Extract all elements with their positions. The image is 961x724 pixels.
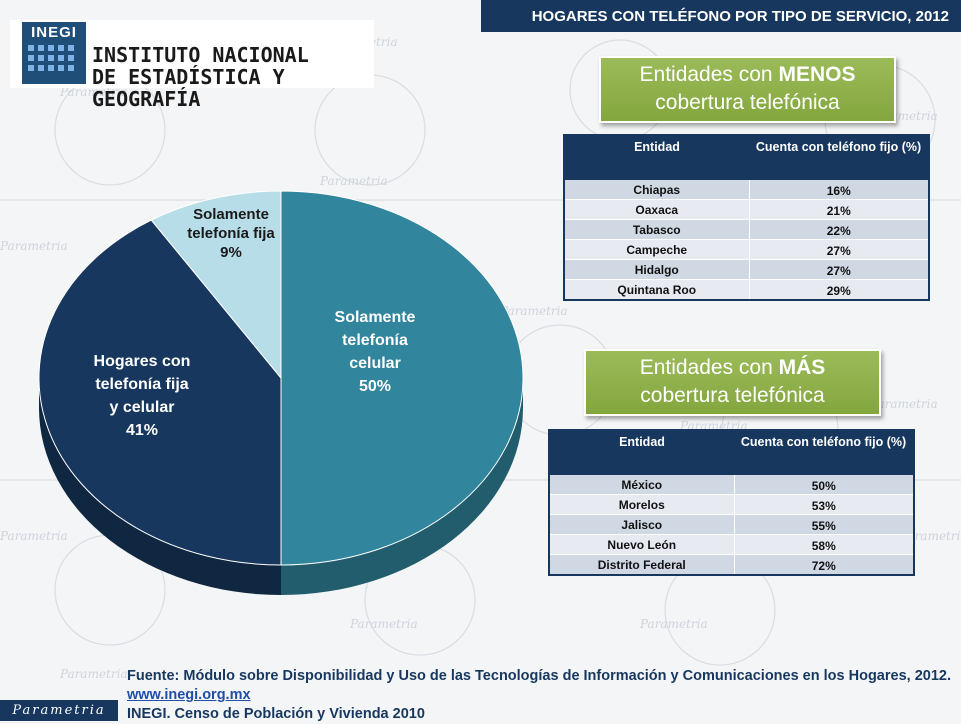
watermark-text: Parametria [0, 239, 68, 253]
mas-table-body: México 50% Morelos 53% Jalisco 55% Nuevo León 5… [549, 475, 914, 576]
cell-entidad: Morelos [549, 494, 734, 515]
logo-name: INSTITUTO NACIONAL DE ESTADÍSTICA Y GEOG… [92, 44, 374, 110]
cell-entidad: México [549, 475, 734, 495]
cell-entidad: Quintana Roo [564, 279, 749, 301]
table-row: Quintana Roo 29% [564, 279, 929, 301]
watermark-text: Parametria [349, 617, 418, 631]
cell-valor: 72% [733, 554, 914, 576]
inegi-logo: INEGI INSTITUTO NACIONAL DE ESTADÍSTICA … [10, 20, 374, 110]
slice-value-label: 9% [220, 244, 242, 261]
cell-entidad: Chiapas [564, 180, 749, 200]
census-text: INEGI. Censo de Población y Vivienda 201… [127, 706, 425, 722]
pie-slice-side [281, 378, 523, 595]
pie-slice-side [39, 378, 281, 595]
inegi-link[interactable]: www.inegi.org.mx [127, 687, 251, 703]
slice-label-celular: Solamente telefonía celular 50% [315, 306, 435, 398]
cell-valor: 53% [733, 494, 914, 515]
cell-valor: 27% [748, 239, 929, 260]
cell-valor: 29% [748, 279, 929, 301]
source-text: Fuente: Módulo sobre Disponibilidad y Us… [127, 668, 951, 684]
slice-label-line: telefonía fija [187, 225, 275, 242]
cell-entidad: Jalisco [549, 514, 734, 535]
cell-valor: 21% [748, 199, 929, 220]
table-row: Jalisco 55% [549, 514, 914, 535]
table-row: Chiapas 16% [564, 180, 929, 200]
menos-title-box: Entidades con MENOS cobertura telefónica [599, 56, 896, 123]
menos-col-valor: Cuenta con teléfono fijo (%) [749, 135, 929, 180]
slice-label-fija: Solamente telefonía fija 9% [181, 205, 281, 262]
pie-slice-1 [38, 219, 282, 566]
logo-mark-text: INEGI [31, 24, 77, 41]
cell-valor: 50% [733, 475, 914, 495]
menos-title-bold: MENOS [778, 63, 856, 86]
slice-label-line: Solamente [193, 206, 269, 223]
cell-valor: 22% [748, 219, 929, 240]
mas-title-box: Entidades con MÁS cobertura telefónica [584, 349, 881, 416]
logo-line-1: INSTITUTO NACIONAL [92, 43, 309, 67]
menos-col-entidad: Entidad [564, 135, 749, 180]
watermark-text: Parametria [499, 304, 568, 318]
watermark-text: Parametria [639, 617, 708, 631]
slice-label-line: y celular [109, 399, 175, 416]
table-row: Hidalgo 27% [564, 259, 929, 280]
table-row: Distrito Federal 72% [549, 554, 914, 576]
mas-title-bold: MÁS [778, 356, 826, 379]
pie-slice-0 [280, 190, 524, 566]
cell-entidad: Oaxaca [564, 199, 749, 220]
watermark-text: Parametria [319, 174, 388, 188]
cell-entidad: Distrito Federal [549, 554, 734, 576]
table-row: Tabasco 22% [564, 219, 929, 240]
cell-valor: 16% [748, 180, 929, 200]
slice-label-line: Solamente [334, 309, 416, 326]
menos-title-line1: Entidades con MENOS [601, 61, 894, 89]
slice-label-line: celular [349, 355, 401, 372]
cell-valor: 58% [733, 534, 914, 555]
slice-label-line: telefonía [342, 332, 408, 349]
logo-grid-icon [28, 45, 74, 71]
slice-value-label: 50% [358, 378, 392, 395]
watermark-text: Parametria [59, 85, 128, 99]
parametria-badge: Parametria [0, 700, 118, 721]
watermark-text: Parametria [869, 397, 938, 411]
cell-valor: 27% [748, 259, 929, 280]
cell-entidad: Campeche [564, 239, 749, 260]
cell-valor: 55% [733, 514, 914, 535]
menos-title-line2: cobertura telefónica [655, 91, 840, 114]
footer-source: Fuente: Módulo sobre Disponibilidad y Us… [127, 667, 951, 724]
table-row: Nuevo León 58% [549, 534, 914, 555]
watermark-text: Parametria [59, 667, 128, 681]
mas-title-line1: Entidades con MÁS [586, 354, 879, 382]
mas-title-pre: Entidades con [639, 356, 779, 379]
slice-label-fija-celular: Hogares con telefonía fija y celular 41% [82, 350, 202, 442]
table-row: México 50% [549, 475, 914, 495]
menos-table: Entidad Cuenta con teléfono fijo (%) Chi… [563, 134, 930, 301]
cell-entidad: Nuevo León [549, 534, 734, 555]
slice-value-label: 41% [125, 422, 159, 439]
cell-entidad: Hidalgo [564, 259, 749, 280]
mas-title-line2: cobertura telefónica [640, 384, 825, 407]
mas-table: Entidad Cuenta con teléfono fijo (%) Méx… [548, 429, 915, 576]
header-title: HOGARES CON TELÉFONO POR TIPO DE SERVICI… [481, 0, 961, 32]
table-row: Campeche 27% [564, 239, 929, 260]
inegi-mark-icon: INEGI [22, 22, 86, 84]
table-row: Oaxaca 21% [564, 199, 929, 220]
mas-col-valor: Cuenta con teléfono fijo (%) [734, 430, 914, 475]
watermark-text: Parametria [0, 529, 68, 543]
mas-col-entidad: Entidad [549, 430, 734, 475]
menos-title-pre: Entidades con [639, 63, 779, 86]
slice-label-line: Hogares con [93, 353, 191, 370]
menos-table-body: Chiapas 16% Oaxaca 21% Tabasco 22% Campeche 27%… [564, 180, 929, 301]
logo-line-2: DE ESTADÍSTICA Y GEOGRAFÍA [92, 65, 285, 111]
cell-entidad: Tabasco [564, 219, 749, 240]
pie-slice-2 [150, 190, 282, 380]
slice-label-line: telefonía fija [95, 376, 189, 393]
table-row: Morelos 53% [549, 494, 914, 515]
